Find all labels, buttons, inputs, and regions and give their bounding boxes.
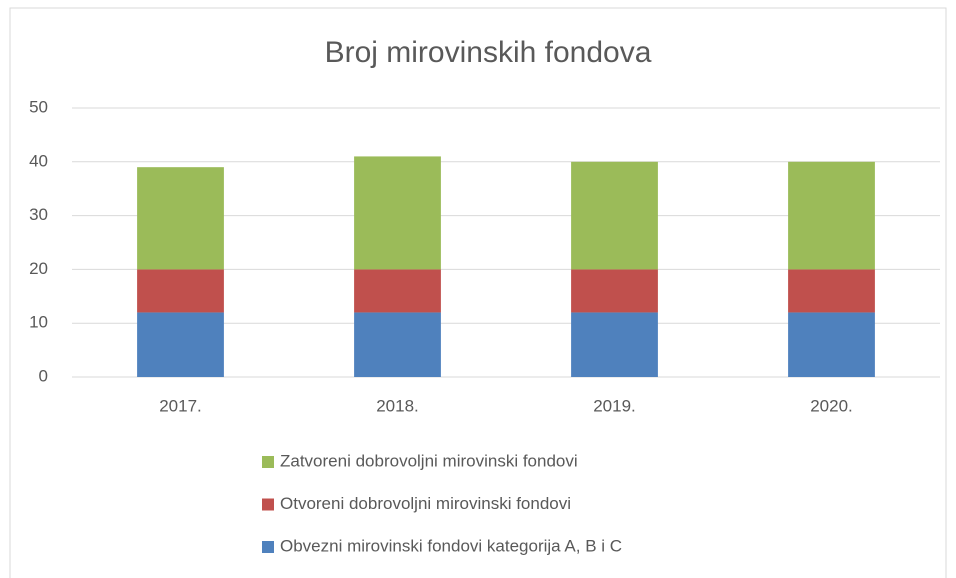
y-tick-label: 20 [29, 259, 48, 278]
legend-label: Zatvoreni dobrovoljni mirovinski fondovi [280, 451, 578, 470]
x-tick-label: 2020. [810, 396, 853, 415]
y-tick-label: 40 [29, 151, 48, 170]
x-tick-label: 2018. [376, 396, 419, 415]
bar-segment [137, 269, 224, 313]
x-tick-label: 2017. [159, 396, 202, 415]
chart-title: Broj mirovinskih fondova [325, 36, 652, 69]
bar-segment [137, 167, 224, 270]
legend-swatch [262, 541, 274, 553]
y-tick-label: 10 [29, 313, 48, 332]
bar-segment [571, 269, 658, 313]
bar-segment [137, 312, 224, 377]
bar-segment [788, 269, 875, 313]
legend-swatch [262, 498, 274, 511]
y-tick-label: 50 [29, 97, 48, 116]
legend-label: Otvoreni dobrovoljni mirovinski fondovi [280, 494, 571, 513]
legend-label: Obvezni mirovinski fondovi kategorija A,… [280, 536, 622, 555]
y-tick-label: 0 [39, 366, 48, 385]
bar-segment [788, 312, 875, 377]
legend-swatch [262, 456, 274, 468]
bar-segment [571, 161, 658, 270]
bar-segment [354, 269, 441, 313]
bar-segment [354, 312, 441, 377]
x-tick-label: 2019. [593, 396, 636, 415]
bar-segment [571, 312, 658, 377]
bar-segment [354, 156, 441, 270]
bar-segment [788, 161, 875, 270]
y-tick-label: 30 [29, 205, 48, 224]
